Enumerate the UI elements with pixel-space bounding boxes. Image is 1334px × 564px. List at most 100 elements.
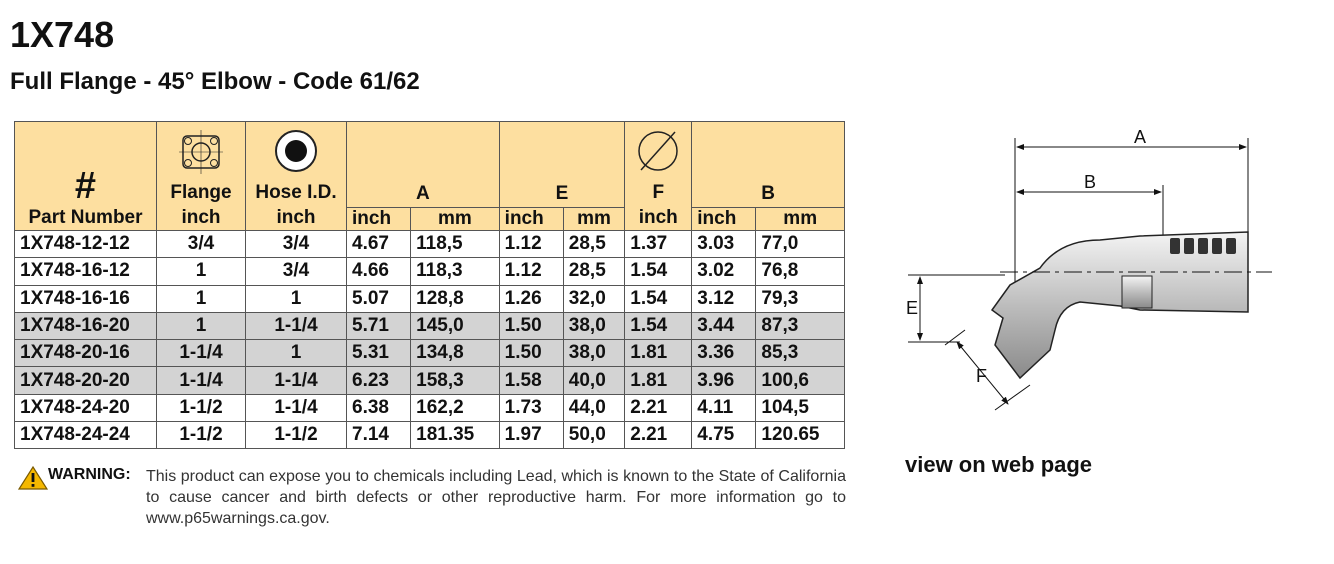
table-cell: 1-1/4	[245, 393, 347, 423]
table-cell: 134,8	[410, 339, 500, 368]
warning: WARNING: This product can expose you to …	[18, 466, 846, 529]
table-cell: 120.65	[755, 421, 845, 450]
table-cell: 3/4	[245, 257, 347, 286]
table-cell: 1-1/2	[245, 421, 347, 450]
table-cell: 1.26	[498, 284, 564, 313]
title: 1X748	[10, 14, 115, 55]
unit: inch	[638, 207, 678, 228]
column-header: Hose I.D.	[255, 182, 337, 203]
table-cell: 4.67	[345, 229, 412, 259]
table-cell: 1X748-24-20	[14, 393, 157, 423]
table-row: 1X748-16-16 1 1 5.07 128,8 1.26 32,0 1.54 3.12 79…	[14, 284, 845, 313]
table-cell: 28,5	[562, 257, 626, 286]
unit: mm	[562, 207, 626, 231]
table-cell: 3.96	[691, 366, 757, 395]
table-cell: 77,0	[755, 229, 845, 259]
table-cell: 181.35	[410, 421, 500, 450]
table-cell: 5.71	[345, 311, 412, 341]
table-cell: 1	[156, 311, 246, 341]
table-cell: 38,0	[562, 339, 626, 368]
dimension-label: B	[1084, 172, 1096, 192]
flange-icon	[179, 130, 223, 174]
unit: inch	[691, 207, 757, 231]
table-cell: 118,5	[410, 229, 500, 259]
symbol: #	[74, 165, 97, 207]
table-cell: 1.54	[624, 311, 693, 341]
table-cell: 1-1/4	[156, 339, 246, 368]
table-row: 1X748-16-20 1 1-1/4 5.71 145,0 1.50 38,0 1.54 3.…	[14, 311, 845, 341]
table-row: 1X748-16-12 1 3/4 4.66 118,3 1.12 28,5 1.54 3.02…	[14, 257, 845, 286]
table-cell: 1-1/4	[156, 366, 246, 395]
table-row: 1X748-12-12 3/4 3/4 4.67 118,5 1.12 28,5 1.37 3.…	[14, 229, 845, 259]
column-header: E	[555, 183, 569, 204]
column-header: F	[652, 182, 665, 203]
table-cell: 1-1/2	[156, 393, 246, 423]
table-cell: 2.21	[624, 421, 693, 450]
table-cell: 1-1/4	[245, 311, 347, 341]
table-cell: 7.14	[345, 421, 412, 450]
diameter-icon	[638, 131, 679, 171]
table-cell: 1.54	[624, 257, 693, 286]
table-cell: 76,8	[755, 257, 845, 286]
table-cell: 87,3	[755, 311, 845, 341]
web-link[interactable]: view on web page	[905, 452, 1093, 477]
unit: mm	[755, 207, 845, 231]
table-cell: 1X748-16-12	[14, 257, 157, 286]
table-cell: 32,0	[562, 284, 626, 313]
table-cell: 1X748-16-16	[14, 284, 157, 313]
table-row: 1X748-20-16 1-1/4 1 5.31 134,8 1.50 38,0 1.81 3.…	[14, 339, 845, 368]
table-cell: 1X748-24-24	[14, 421, 157, 450]
table-cell: 1.58	[498, 366, 564, 395]
unit: inch	[345, 207, 412, 231]
fitting-diagram: A B E F	[906, 127, 1272, 411]
table-cell: 1X748-16-20	[14, 311, 157, 341]
table-cell: 6.38	[345, 393, 412, 423]
table-cell: 1	[245, 284, 347, 313]
table-cell: 6.23	[345, 366, 412, 395]
table-cell: 4.66	[345, 257, 412, 286]
table-cell: 3.36	[691, 339, 757, 368]
spec-table: # Part Number Flange inch Hose I.D. inch A …	[14, 121, 845, 450]
column-header: Part Number	[28, 207, 143, 228]
table-cell: 3.02	[691, 257, 757, 286]
warning-label: WARNING:	[48, 466, 131, 483]
warning-icon	[18, 466, 48, 490]
table-cell: 28,5	[562, 229, 626, 259]
table-cell: 1X748-20-20	[14, 366, 157, 395]
column-header: A	[415, 183, 430, 204]
table-cell: 104,5	[755, 393, 845, 423]
warning-text: This product can expose you to chemicals…	[146, 468, 846, 527]
table-row: 1X748-20-20 1-1/4 1-1/4 6.23 158,3 1.58 40,0 1.…	[14, 366, 845, 395]
table-cell: 3.44	[691, 311, 757, 341]
dimension-label: A	[1134, 127, 1146, 147]
unit: inch	[181, 207, 221, 228]
table-cell: 1.12	[498, 229, 564, 259]
table-cell: 85,3	[755, 339, 845, 368]
table-cell: 1.97	[498, 421, 564, 450]
dimension-label: E	[906, 298, 918, 318]
table-cell: 158,3	[410, 366, 500, 395]
table-cell: 100,6	[755, 366, 845, 395]
table-cell: 1-1/4	[245, 366, 347, 395]
table-cell: 118,3	[410, 257, 500, 286]
table-cell: 1.12	[498, 257, 564, 286]
table-row: 1X748-24-24 1-1/2 1-1/2 7.14 181.35 1.97 50,0 2…	[14, 421, 845, 450]
column-header: B	[761, 183, 775, 204]
table-cell: 1.73	[498, 393, 564, 423]
table-cell: 50,0	[562, 421, 626, 450]
table-cell: 2.21	[624, 393, 693, 423]
unit: mm	[410, 207, 500, 231]
table-cell: 1.54	[624, 284, 693, 313]
table-cell: 162,2	[410, 393, 500, 423]
table-cell: 4.75	[691, 421, 757, 450]
table-cell: 3.12	[691, 284, 757, 313]
table-cell: 128,8	[410, 284, 500, 313]
table-cell: 1.81	[624, 339, 693, 368]
table-cell: 40,0	[562, 366, 626, 395]
table-cell: 5.31	[345, 339, 412, 368]
table-cell: 3/4	[156, 229, 246, 259]
table-cell: 79,3	[755, 284, 845, 313]
table-cell: 1	[245, 339, 347, 368]
unit: inch	[276, 207, 316, 228]
